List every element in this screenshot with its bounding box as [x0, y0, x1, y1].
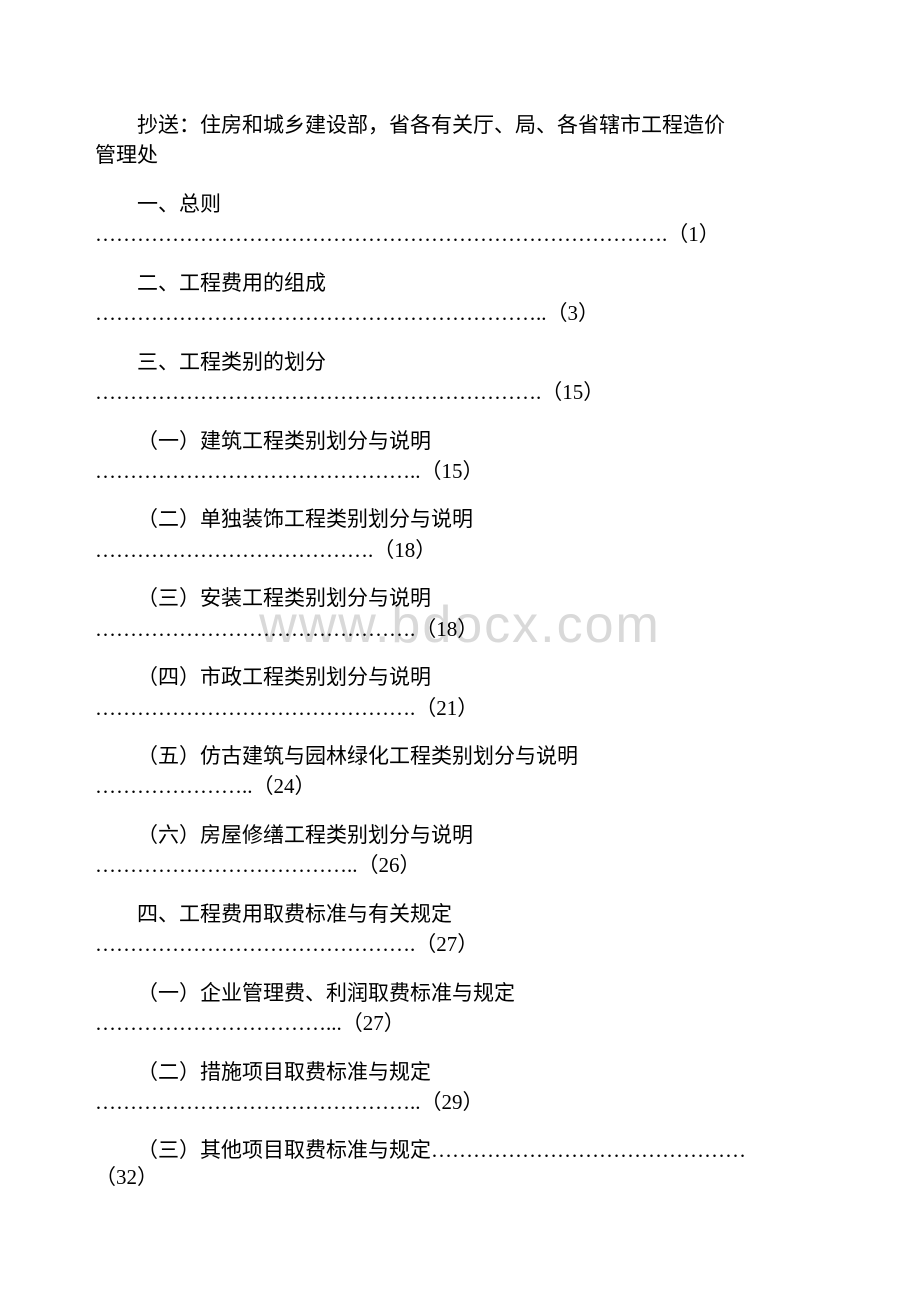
intro-line-2: 管理处 — [95, 140, 825, 170]
toc-entry-dots: …………………..（24） — [95, 771, 825, 801]
toc-entry-label: 一、总则 — [95, 189, 825, 219]
toc-entry-label: （二）单独装饰工程类别划分与说明 — [95, 504, 825, 534]
toc-entry-page: （32） — [95, 1162, 825, 1192]
toc-entry-label: （五）仿古建筑与园林绿化工程类别划分与说明 — [95, 741, 825, 771]
toc-item: 四、工程费用取费标准与有关规定……………………………………….（27） — [95, 899, 825, 960]
toc-entry-dots: ……………………………………….（18） — [95, 614, 825, 644]
toc-entry-dots: ……………………………………….（21） — [95, 693, 825, 723]
toc-item: （三）安装工程类别划分与说明……………………………………….（18） — [95, 583, 825, 644]
toc-entry-dots: ………………………………….（18） — [95, 535, 825, 565]
toc-item: （二）单独装饰工程类别划分与说明………………………………….（18） — [95, 504, 825, 565]
toc-entry-label: （六）房屋修缮工程类别划分与说明 — [95, 820, 825, 850]
toc-item: （五）仿古建筑与园林绿化工程类别划分与说明…………………..（24） — [95, 741, 825, 802]
toc-entry-label: （二）措施项目取费标准与规定 — [95, 1057, 825, 1087]
toc-entry-label: （一）企业管理费、利润取费标准与规定 — [95, 978, 825, 1008]
toc-entry-dots: ………………………………………………………..（3） — [95, 298, 825, 328]
toc-item: 三、工程类别的划分……………………………………………………….（15） — [95, 347, 825, 408]
toc-entry-label: （一）建筑工程类别划分与说明 — [95, 426, 825, 456]
toc-entry-line: （三）其他项目取费标准与规定……………………………………… — [95, 1135, 825, 1165]
toc-entry-dots: ……………………………………….（27） — [95, 929, 825, 959]
toc-entry-dots: ………………………………..（26） — [95, 850, 825, 880]
toc-item: （二）措施项目取费标准与规定………………………………………..（29） — [95, 1057, 825, 1118]
toc-item: 一、总则……………………………………………………………………….（1） — [95, 189, 825, 250]
intro-line-1: 抄送：住房和城乡建设部，省各有关厅、局、各省辖市工程造价 — [95, 110, 825, 140]
toc-entry-dots: ……………………………………………………….（15） — [95, 377, 825, 407]
toc-item: 二、工程费用的组成………………………………………………………..（3） — [95, 268, 825, 329]
toc-entry-label: （三）安装工程类别划分与说明 — [95, 583, 825, 613]
toc-item: （六）房屋修缮工程类别划分与说明………………………………..（26） — [95, 820, 825, 881]
toc-entry-dots: ………………………………………..（29） — [95, 1087, 825, 1117]
toc-entry-label: 三、工程类别的划分 — [95, 347, 825, 377]
toc-item: （一）企业管理费、利润取费标准与规定……………………………...（27） — [95, 978, 825, 1039]
toc-item: （三）其他项目取费标准与规定………………………………………（32） — [95, 1135, 825, 1192]
toc-entry-label: 二、工程费用的组成 — [95, 268, 825, 298]
toc-entry-label: 四、工程费用取费标准与有关规定 — [95, 899, 825, 929]
toc-entry-dots: ………………………………………..（15） — [95, 456, 825, 486]
document-content: 抄送：住房和城乡建设部，省各有关厅、局、各省辖市工程造价 管理处 一、总则………… — [95, 110, 825, 1192]
toc-entry-dots: ……………………………………………………………………….（1） — [95, 219, 825, 249]
toc-container: 一、总则……………………………………………………………………….（1） 二、工程费… — [95, 189, 825, 1192]
toc-item: （一）建筑工程类别划分与说明………………………………………..（15） — [95, 426, 825, 487]
toc-entry-dots: ……………………………...（27） — [95, 1008, 825, 1038]
toc-item: （四）市政工程类别划分与说明……………………………………….（21） — [95, 662, 825, 723]
toc-entry-label: （四）市政工程类别划分与说明 — [95, 662, 825, 692]
